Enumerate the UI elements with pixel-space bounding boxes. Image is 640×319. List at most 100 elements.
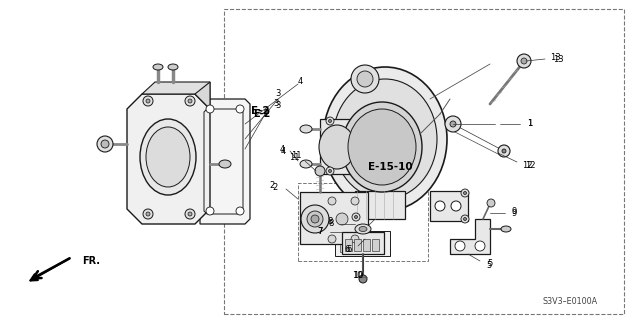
Ellipse shape bbox=[300, 160, 312, 168]
Text: 3: 3 bbox=[275, 100, 280, 109]
Text: 11: 11 bbox=[289, 153, 300, 162]
Ellipse shape bbox=[319, 125, 355, 169]
Ellipse shape bbox=[517, 54, 531, 68]
Text: 7: 7 bbox=[317, 226, 323, 235]
Ellipse shape bbox=[463, 218, 467, 220]
Polygon shape bbox=[450, 219, 490, 254]
Ellipse shape bbox=[461, 189, 469, 197]
Text: S3V3–E0100A: S3V3–E0100A bbox=[543, 296, 598, 306]
Ellipse shape bbox=[501, 226, 511, 232]
Ellipse shape bbox=[101, 140, 109, 148]
Bar bbox=[354, 239, 361, 251]
Ellipse shape bbox=[315, 166, 325, 176]
Ellipse shape bbox=[336, 213, 348, 225]
Text: 9: 9 bbox=[511, 209, 516, 218]
Polygon shape bbox=[142, 82, 210, 109]
Ellipse shape bbox=[143, 96, 153, 106]
Text: 7: 7 bbox=[317, 227, 323, 236]
Text: 4: 4 bbox=[280, 145, 285, 153]
Text: 6: 6 bbox=[347, 244, 352, 254]
Ellipse shape bbox=[143, 209, 153, 219]
Bar bbox=[430, 191, 468, 221]
Ellipse shape bbox=[498, 145, 510, 157]
Bar bbox=[345, 239, 352, 251]
Text: 4: 4 bbox=[281, 146, 286, 155]
Ellipse shape bbox=[307, 211, 323, 227]
Ellipse shape bbox=[146, 212, 150, 216]
Ellipse shape bbox=[236, 105, 244, 113]
Ellipse shape bbox=[351, 197, 359, 205]
Bar bbox=[363, 239, 370, 251]
Text: FR.: FR. bbox=[82, 256, 100, 266]
Text: E-2: E-2 bbox=[251, 106, 269, 116]
Text: 12: 12 bbox=[525, 160, 536, 169]
Ellipse shape bbox=[451, 201, 461, 211]
Ellipse shape bbox=[475, 241, 485, 251]
Bar bbox=[224, 9, 624, 314]
Text: 8: 8 bbox=[327, 217, 333, 226]
Text: 2: 2 bbox=[269, 182, 275, 190]
Ellipse shape bbox=[359, 226, 367, 232]
Text: 8: 8 bbox=[328, 219, 334, 228]
Ellipse shape bbox=[455, 241, 465, 251]
Ellipse shape bbox=[168, 64, 178, 70]
Ellipse shape bbox=[97, 136, 113, 152]
Text: 2: 2 bbox=[273, 182, 278, 191]
Text: 5: 5 bbox=[487, 259, 492, 269]
Ellipse shape bbox=[206, 207, 214, 215]
Ellipse shape bbox=[355, 224, 371, 234]
Ellipse shape bbox=[461, 215, 469, 223]
Ellipse shape bbox=[185, 96, 195, 106]
Ellipse shape bbox=[342, 102, 422, 192]
Text: 1: 1 bbox=[527, 120, 532, 129]
Text: 4: 4 bbox=[298, 77, 303, 85]
Ellipse shape bbox=[355, 216, 358, 219]
Ellipse shape bbox=[140, 119, 196, 195]
Ellipse shape bbox=[328, 197, 336, 205]
Text: 10: 10 bbox=[353, 271, 364, 279]
Bar bbox=[372, 239, 379, 251]
Ellipse shape bbox=[311, 215, 319, 223]
Ellipse shape bbox=[153, 64, 163, 70]
Bar bbox=[298, 183, 428, 261]
Text: 12: 12 bbox=[522, 161, 532, 170]
Polygon shape bbox=[127, 94, 210, 224]
Bar bbox=[335, 231, 390, 256]
Ellipse shape bbox=[435, 201, 445, 211]
Text: 10: 10 bbox=[353, 271, 363, 279]
Text: 3: 3 bbox=[273, 100, 278, 108]
Polygon shape bbox=[195, 82, 210, 109]
Bar bbox=[340, 238, 351, 252]
Ellipse shape bbox=[188, 99, 192, 103]
Ellipse shape bbox=[521, 58, 527, 64]
Text: 11: 11 bbox=[291, 152, 301, 160]
Ellipse shape bbox=[351, 235, 359, 243]
Bar bbox=[372, 238, 383, 252]
Text: 3: 3 bbox=[275, 88, 281, 98]
Ellipse shape bbox=[352, 213, 360, 221]
Ellipse shape bbox=[206, 105, 214, 113]
Ellipse shape bbox=[146, 127, 190, 187]
Ellipse shape bbox=[359, 275, 367, 283]
Text: 6: 6 bbox=[344, 246, 349, 255]
Ellipse shape bbox=[450, 121, 456, 127]
Ellipse shape bbox=[348, 109, 416, 185]
Bar bbox=[356, 238, 367, 252]
Polygon shape bbox=[200, 99, 250, 224]
Ellipse shape bbox=[301, 205, 329, 233]
Ellipse shape bbox=[445, 116, 461, 132]
Ellipse shape bbox=[185, 209, 195, 219]
Text: E-2: E-2 bbox=[253, 109, 271, 119]
Ellipse shape bbox=[326, 167, 334, 175]
Ellipse shape bbox=[326, 117, 334, 125]
Ellipse shape bbox=[487, 199, 495, 207]
Bar bbox=[300, 192, 368, 244]
Ellipse shape bbox=[328, 235, 336, 243]
Ellipse shape bbox=[351, 65, 379, 93]
Ellipse shape bbox=[236, 207, 244, 215]
Text: 5: 5 bbox=[486, 262, 492, 271]
Ellipse shape bbox=[328, 169, 332, 173]
Ellipse shape bbox=[333, 79, 437, 199]
Ellipse shape bbox=[300, 125, 312, 133]
Ellipse shape bbox=[463, 191, 467, 195]
